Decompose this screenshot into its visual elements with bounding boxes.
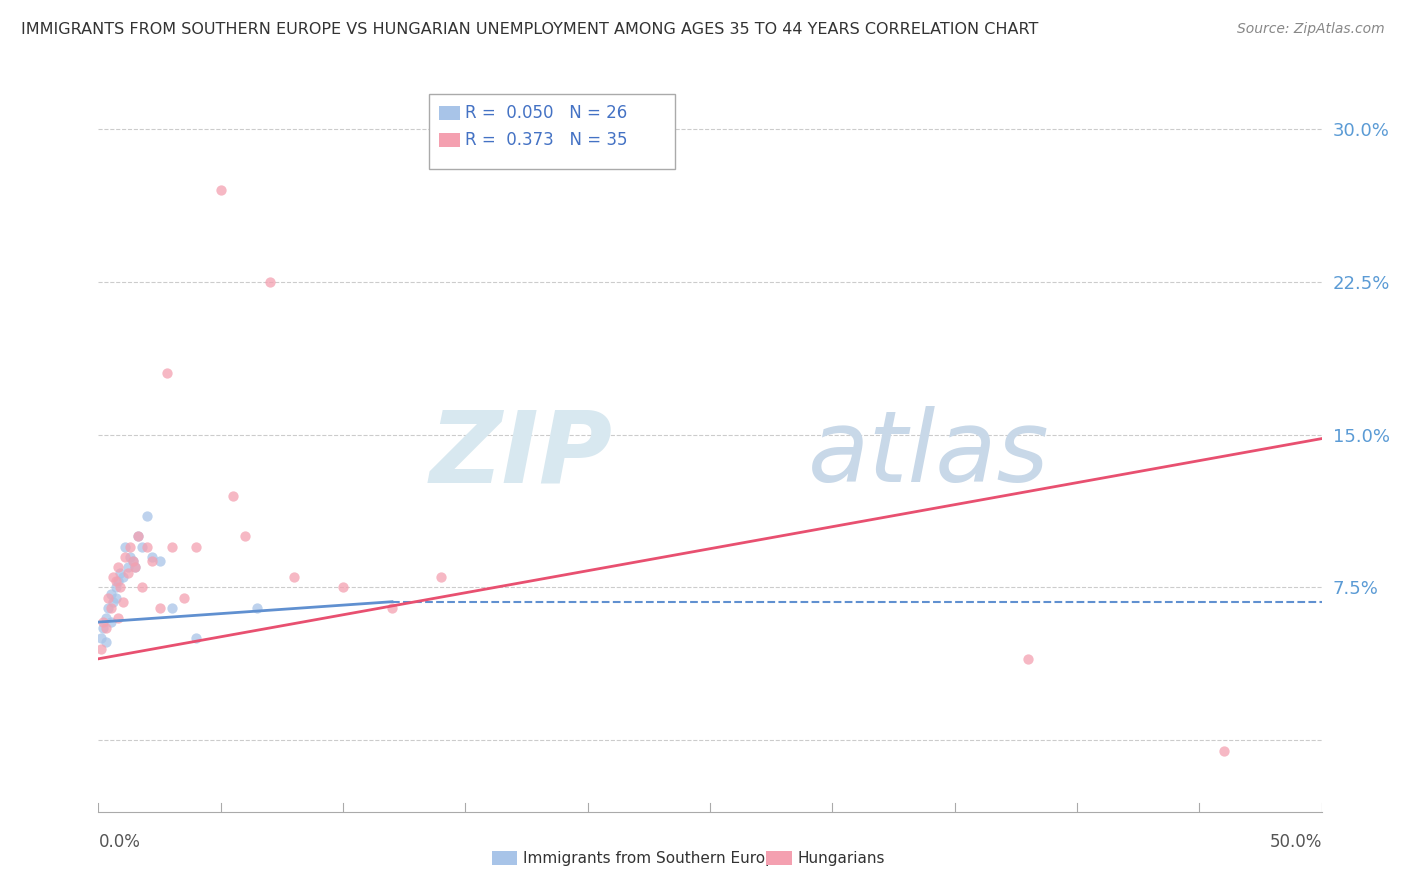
- Point: [110, 581, 132, 595]
- Point: [104, 581, 127, 595]
- Text: R =  0.373   N = 35: R = 0.373 N = 35: [465, 131, 628, 149]
- Point: [117, 560, 139, 574]
- Text: R =  0.050   N = 26: R = 0.050 N = 26: [465, 104, 627, 122]
- Point: [107, 574, 129, 589]
- Point: [97, 600, 120, 615]
- Point: [1212, 743, 1234, 757]
- Point: [114, 540, 136, 554]
- Point: [233, 529, 256, 543]
- Point: [141, 549, 163, 564]
- Point: [127, 529, 149, 543]
- Point: [131, 540, 153, 554]
- Point: [101, 595, 124, 609]
- Point: [117, 566, 139, 581]
- Point: [186, 540, 208, 554]
- Point: [173, 591, 195, 605]
- Point: [94, 611, 117, 625]
- Point: [141, 554, 163, 568]
- Point: [259, 275, 281, 289]
- Text: IMMIGRANTS FROM SOUTHERN EUROPE VS HUNGARIAN UNEMPLOYMENT AMONG AGES 35 TO 44 YE: IMMIGRANTS FROM SOUTHERN EUROPE VS HUNGA…: [21, 22, 1039, 37]
- Point: [104, 591, 127, 605]
- Point: [110, 566, 132, 581]
- Point: [160, 540, 183, 554]
- Point: [107, 611, 129, 625]
- Text: Source: ZipAtlas.com: Source: ZipAtlas.com: [1237, 22, 1385, 37]
- Point: [90, 641, 112, 656]
- Point: [121, 554, 143, 568]
- Point: [100, 615, 122, 629]
- Point: [114, 549, 136, 564]
- Point: [104, 574, 127, 589]
- Point: [101, 570, 124, 584]
- Point: [91, 615, 114, 629]
- Point: [131, 581, 153, 595]
- Point: [97, 591, 120, 605]
- Point: [186, 632, 208, 646]
- Point: [283, 570, 305, 584]
- Point: [120, 540, 142, 554]
- Point: [332, 581, 354, 595]
- Point: [160, 600, 183, 615]
- Point: [94, 635, 117, 649]
- Point: [156, 367, 179, 381]
- Text: 50.0%: 50.0%: [1270, 833, 1322, 851]
- Text: atlas: atlas: [808, 407, 1049, 503]
- Point: [91, 621, 114, 635]
- Point: [222, 489, 245, 503]
- Point: [124, 560, 146, 574]
- Text: 0.0%: 0.0%: [98, 833, 141, 851]
- Point: [107, 560, 129, 574]
- Point: [246, 600, 269, 615]
- Point: [100, 600, 122, 615]
- Point: [136, 509, 159, 524]
- Point: [121, 554, 143, 568]
- Point: [149, 554, 172, 568]
- Point: [136, 540, 159, 554]
- Point: [430, 570, 453, 584]
- Text: Immigrants from Southern Europe: Immigrants from Southern Europe: [523, 851, 785, 865]
- Point: [100, 586, 122, 600]
- Text: Hungarians: Hungarians: [797, 851, 884, 865]
- Point: [209, 183, 232, 197]
- Point: [127, 529, 149, 543]
- Point: [149, 600, 172, 615]
- Point: [1017, 652, 1039, 666]
- Text: ZIP: ZIP: [429, 407, 612, 503]
- Point: [94, 621, 117, 635]
- Point: [111, 595, 134, 609]
- Point: [111, 570, 134, 584]
- Point: [381, 600, 404, 615]
- Point: [90, 632, 112, 646]
- Point: [124, 560, 146, 574]
- Point: [120, 549, 142, 564]
